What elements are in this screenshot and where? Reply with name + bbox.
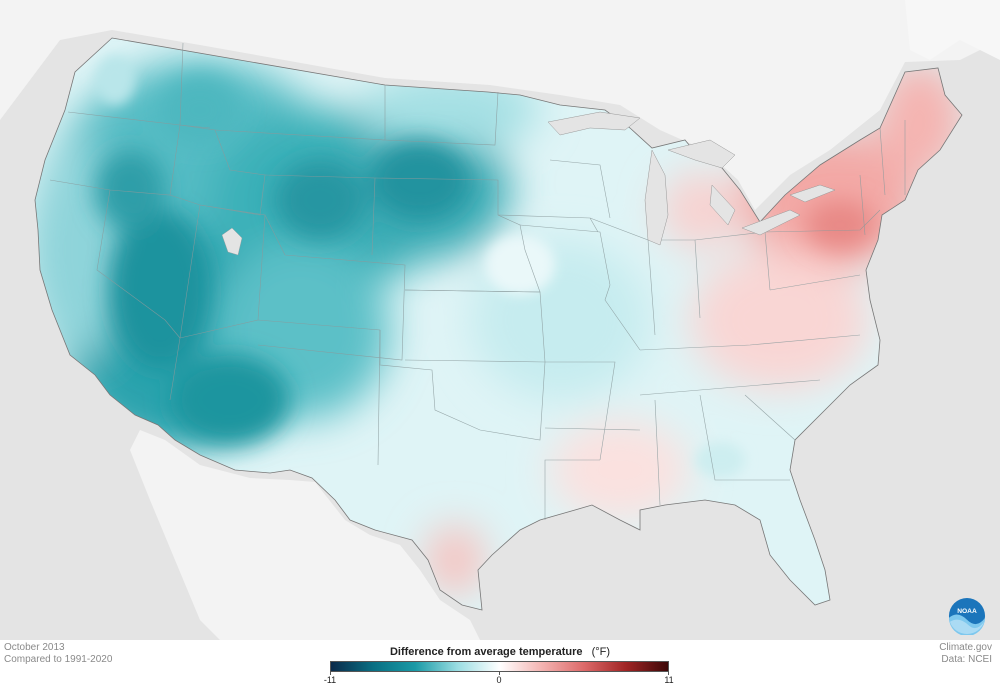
map-area: NOAA (0, 0, 1000, 640)
footer-credit: Climate.gov (939, 642, 992, 653)
legend-color-bar (330, 661, 669, 672)
state-borders (49, 42, 906, 520)
surrounding-land (0, 0, 1000, 640)
legend-title: Difference from average temperature (°F) (330, 646, 670, 658)
footer: October 2013 Compared to 1991-2020 Clima… (0, 640, 1000, 690)
great-salt-lake (221, 227, 243, 256)
great-lakes (547, 111, 836, 246)
legend-title-text: Difference from average temperature (389, 646, 583, 658)
legend-max-label: 11 (664, 675, 674, 685)
legend-unit: (°F) (591, 646, 611, 658)
legend-tick-min (330, 672, 331, 675)
footer-baseline: Compared to 1991-2020 (4, 654, 113, 665)
legend-tick-max (668, 672, 669, 675)
noaa-logo-text: NOAA (957, 608, 977, 615)
footer-data-source: Data: NCEI (941, 654, 992, 665)
footer-date: October 2013 (4, 642, 65, 653)
us-temperature-anomaly-map (0, 0, 1000, 640)
noaa-logo: NOAA (948, 597, 986, 635)
legend-min-label: -11 (323, 675, 337, 685)
legend-mid-label: 0 (496, 675, 502, 685)
legend-tick-mid (499, 672, 500, 675)
